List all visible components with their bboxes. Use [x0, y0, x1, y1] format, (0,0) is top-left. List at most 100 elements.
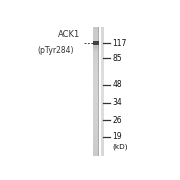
Bar — [98, 27, 99, 156]
Bar — [93, 130, 98, 132]
Bar — [93, 29, 98, 31]
Bar — [93, 132, 98, 134]
Bar — [93, 140, 98, 142]
Bar — [101, 95, 104, 97]
Bar — [101, 58, 104, 60]
Bar — [93, 41, 98, 45]
Bar — [93, 45, 98, 47]
Bar — [101, 80, 104, 82]
Bar — [93, 145, 98, 147]
Bar — [101, 122, 104, 124]
Bar — [93, 151, 98, 153]
Bar — [93, 129, 98, 130]
Bar — [93, 77, 98, 79]
Bar — [101, 104, 104, 106]
Bar — [101, 148, 104, 150]
Bar — [93, 61, 98, 63]
Bar — [101, 82, 104, 84]
Bar — [93, 93, 98, 95]
Bar — [93, 122, 98, 124]
Bar — [93, 146, 98, 148]
Bar — [93, 75, 98, 77]
Bar — [93, 27, 98, 29]
Bar — [101, 69, 104, 71]
Bar — [93, 80, 98, 82]
Bar — [93, 111, 98, 113]
Bar — [93, 72, 98, 74]
Bar — [93, 101, 98, 103]
Bar — [101, 134, 104, 135]
Bar — [93, 85, 98, 87]
Bar — [93, 154, 98, 156]
Bar — [101, 29, 104, 31]
Bar — [101, 96, 104, 98]
Bar — [93, 98, 98, 100]
Bar — [101, 119, 104, 121]
Bar — [93, 124, 98, 126]
Text: 26: 26 — [112, 116, 122, 125]
Bar — [101, 50, 104, 52]
Text: 117: 117 — [112, 39, 127, 48]
Text: 19: 19 — [112, 132, 122, 141]
Bar — [101, 45, 104, 47]
Bar — [93, 148, 98, 150]
Text: 48: 48 — [112, 80, 122, 89]
Bar — [101, 106, 104, 108]
Bar — [101, 42, 104, 44]
Bar — [101, 154, 104, 156]
Text: 34: 34 — [112, 98, 122, 107]
Bar — [93, 100, 98, 102]
Bar — [101, 87, 104, 89]
Bar — [93, 42, 98, 44]
Bar — [101, 125, 104, 127]
Bar — [93, 137, 98, 139]
Bar — [101, 101, 104, 103]
Bar — [93, 106, 98, 108]
Bar — [93, 138, 98, 140]
Bar — [101, 143, 104, 145]
Bar — [101, 129, 104, 130]
Bar — [101, 108, 104, 110]
Bar — [101, 145, 104, 147]
Bar — [101, 64, 104, 66]
Bar — [101, 56, 104, 58]
Bar — [101, 92, 104, 93]
Bar — [93, 63, 98, 64]
Bar — [93, 40, 98, 42]
Bar — [93, 90, 98, 92]
Text: (kD): (kD) — [112, 143, 128, 150]
Bar — [93, 143, 98, 145]
Bar — [101, 151, 104, 153]
Bar — [93, 84, 98, 86]
Bar — [101, 74, 104, 76]
Bar — [93, 51, 98, 52]
Bar — [93, 109, 98, 111]
Bar — [93, 135, 98, 137]
Bar — [101, 132, 104, 134]
Bar — [93, 112, 98, 114]
Bar — [101, 34, 104, 35]
Bar — [101, 77, 104, 79]
Bar — [101, 98, 104, 100]
Bar — [101, 40, 104, 42]
Bar — [93, 69, 98, 71]
Bar — [101, 117, 104, 119]
Bar — [101, 150, 104, 152]
Bar — [93, 141, 98, 143]
Bar — [101, 27, 104, 29]
Bar — [93, 43, 98, 45]
Bar — [101, 137, 104, 139]
Bar — [93, 50, 98, 52]
Bar — [101, 71, 104, 73]
Bar — [93, 46, 98, 48]
Bar — [93, 59, 98, 61]
Bar — [101, 111, 104, 113]
Bar — [101, 146, 104, 148]
Bar — [101, 46, 104, 48]
Bar — [101, 90, 104, 92]
Bar — [93, 119, 98, 121]
Text: (pTyr284): (pTyr284) — [38, 46, 74, 55]
Bar — [101, 130, 104, 132]
Bar — [101, 114, 104, 116]
Bar — [93, 55, 98, 56]
